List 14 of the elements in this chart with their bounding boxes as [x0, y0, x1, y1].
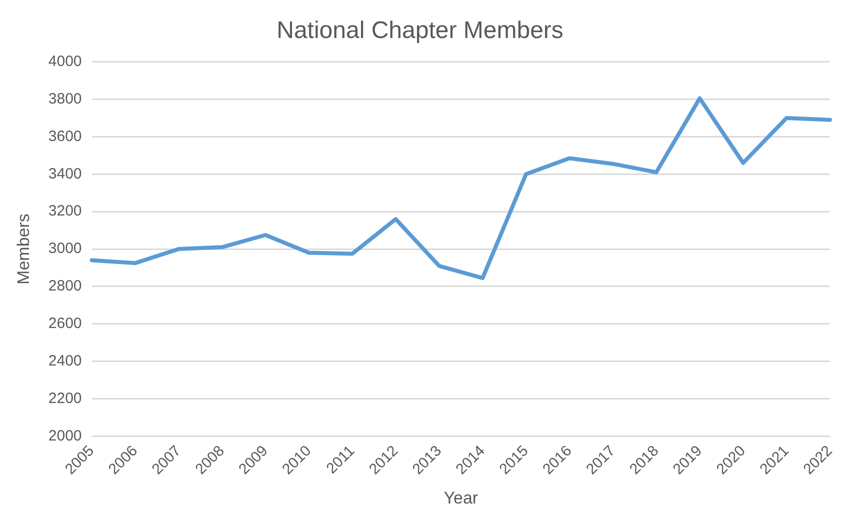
- y-tick-label: 2600: [48, 315, 82, 332]
- y-tick-label: 3800: [48, 90, 82, 108]
- y-tick-label: 3200: [48, 202, 82, 220]
- y-tick-label: 3000: [48, 240, 82, 258]
- y-tick-label: 3400: [48, 165, 82, 182]
- y-axis-title: Members: [14, 214, 33, 284]
- y-tick-label: 3600: [48, 128, 82, 145]
- y-tick-label: 2000: [48, 427, 82, 444]
- y-tick-label: 2200: [48, 390, 82, 407]
- chart-title: National Chapter Members: [276, 17, 564, 44]
- x-axis-title: Year: [444, 488, 478, 508]
- y-tick-label: 2800: [48, 278, 82, 295]
- y-tick-label: 2400: [48, 352, 82, 370]
- y-tick-label: 4000: [48, 52, 82, 70]
